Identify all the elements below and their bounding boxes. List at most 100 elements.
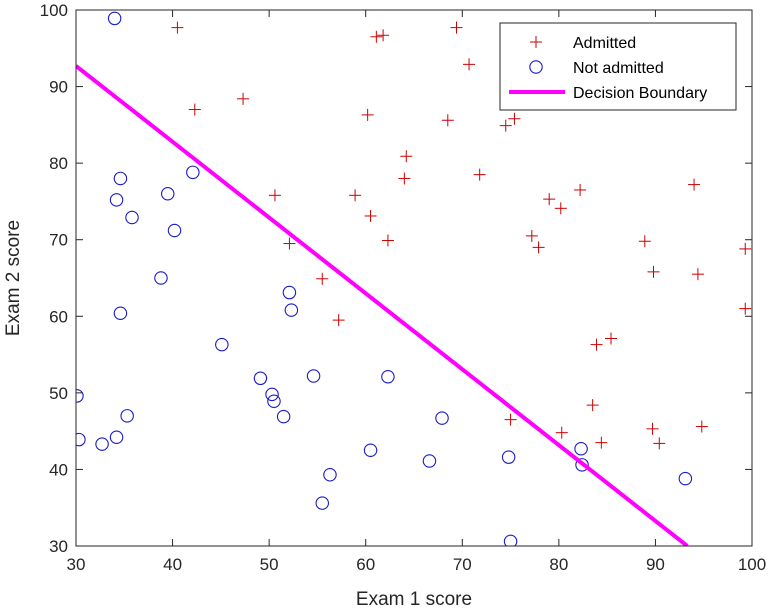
y-tick-label: 90 bbox=[49, 78, 68, 97]
admitted-point bbox=[268, 189, 281, 202]
admitted-point bbox=[688, 178, 701, 191]
not-admitted-point bbox=[422, 454, 437, 468]
not-admitted-point bbox=[167, 223, 182, 238]
legend-label: Decision Boundary bbox=[573, 85, 707, 102]
legend-plus-marker bbox=[530, 36, 542, 48]
y-tick-label: 40 bbox=[49, 460, 68, 479]
admitted-point bbox=[364, 209, 377, 222]
y-tick-label: 30 bbox=[49, 537, 68, 556]
admitted-point bbox=[473, 168, 486, 181]
admitted-point bbox=[647, 265, 660, 278]
admitted-point bbox=[586, 399, 599, 412]
x-tick-label: 60 bbox=[356, 555, 375, 574]
not-admitted-point bbox=[574, 442, 588, 456]
admitted-point bbox=[532, 241, 545, 254]
not-admitted-point bbox=[323, 468, 337, 482]
admitted-point bbox=[283, 237, 296, 250]
series-not-admitted bbox=[76, 11, 693, 546]
admitted-point bbox=[381, 234, 394, 247]
legend: Admitted Not admitted Decision Boundary bbox=[499, 22, 737, 111]
admitted-point bbox=[400, 150, 413, 163]
not-admitted-point bbox=[120, 409, 134, 423]
decision-boundary-line bbox=[76, 64, 689, 546]
y-axis-label: Exam 2 score bbox=[3, 220, 24, 336]
admitted-point bbox=[695, 420, 708, 433]
not-admitted-point bbox=[306, 369, 321, 383]
not-admitted-point bbox=[154, 271, 168, 285]
series-admitted bbox=[171, 21, 752, 450]
admitted-point bbox=[450, 21, 463, 34]
x-tick-label: 50 bbox=[260, 555, 279, 574]
not-admitted-point bbox=[503, 534, 518, 546]
not-admitted-point bbox=[282, 285, 297, 300]
admitted-point bbox=[653, 437, 666, 450]
not-admitted-point bbox=[381, 370, 395, 384]
admitted-point bbox=[638, 235, 651, 248]
y-tick-label: 100 bbox=[40, 1, 68, 20]
not-admitted-point bbox=[678, 471, 693, 486]
admitted-point bbox=[739, 242, 752, 255]
admitted-point bbox=[646, 422, 659, 435]
admitted-point bbox=[316, 272, 329, 285]
admitted-point bbox=[605, 332, 618, 345]
plot-content bbox=[76, 11, 752, 546]
x-axis-label: Exam 1 score bbox=[356, 589, 472, 608]
admitted-point bbox=[441, 114, 454, 127]
not-admitted-point bbox=[215, 337, 229, 352]
y-tick-label: 70 bbox=[49, 231, 68, 250]
admitted-point bbox=[188, 103, 201, 116]
y-tick-label: 50 bbox=[49, 384, 68, 403]
admitted-point bbox=[171, 21, 184, 34]
not-admitted-point bbox=[253, 371, 268, 386]
x-tick-label: 40 bbox=[163, 555, 182, 574]
admitted-point bbox=[361, 108, 374, 121]
admitted-point bbox=[525, 229, 538, 242]
admitted-point bbox=[349, 189, 362, 202]
not-admitted-point bbox=[76, 432, 86, 447]
admitted-point bbox=[574, 183, 587, 196]
admitted-point bbox=[555, 426, 568, 439]
not-admitted-point bbox=[113, 171, 128, 186]
not-admitted-point bbox=[109, 193, 124, 207]
not-admitted-point bbox=[76, 389, 84, 403]
not-admitted-point bbox=[435, 411, 449, 425]
admitted-point bbox=[237, 92, 250, 105]
not-admitted-point bbox=[575, 458, 589, 472]
x-tick-label: 80 bbox=[549, 555, 568, 574]
admitted-point bbox=[398, 172, 411, 185]
not-admitted-point bbox=[501, 450, 516, 464]
not-admitted-point bbox=[284, 303, 299, 317]
not-admitted-point bbox=[363, 443, 378, 458]
plot-area bbox=[76, 11, 752, 546]
admitted-point bbox=[332, 314, 345, 327]
admitted-point bbox=[463, 58, 476, 71]
admitted-point bbox=[508, 112, 521, 125]
x-tick-label: 100 bbox=[738, 555, 766, 574]
admitted-point bbox=[739, 302, 752, 315]
not-admitted-point bbox=[113, 306, 128, 320]
admitted-point bbox=[504, 413, 517, 426]
not-admitted-point bbox=[276, 409, 291, 424]
admitted-point bbox=[543, 193, 556, 206]
admitted-point bbox=[590, 338, 603, 351]
not-admitted-point bbox=[267, 394, 281, 409]
admitted-point bbox=[595, 436, 608, 449]
legend-label: Admitted bbox=[573, 35, 636, 52]
x-tick-label: 30 bbox=[67, 555, 86, 574]
axes: 30 40 50 60 70 80 90 100 30 40 50 60 70 80 90 100 bbox=[40, 1, 767, 574]
y-tick-label: 60 bbox=[49, 307, 68, 326]
admitted-point bbox=[370, 30, 383, 43]
legend-circle-marker bbox=[529, 60, 543, 74]
x-tick-label: 70 bbox=[453, 555, 472, 574]
admitted-point bbox=[691, 268, 704, 281]
legend-label: Not admitted bbox=[573, 60, 664, 77]
x-tick-label: 90 bbox=[646, 555, 665, 574]
y-tick-label: 80 bbox=[49, 154, 68, 173]
not-admitted-point bbox=[315, 496, 330, 510]
not-admitted-point bbox=[109, 430, 124, 445]
not-admitted-point bbox=[265, 387, 279, 402]
not-admitted-point bbox=[160, 187, 175, 201]
legend-box bbox=[499, 22, 737, 111]
not-admitted-point bbox=[107, 11, 122, 26]
